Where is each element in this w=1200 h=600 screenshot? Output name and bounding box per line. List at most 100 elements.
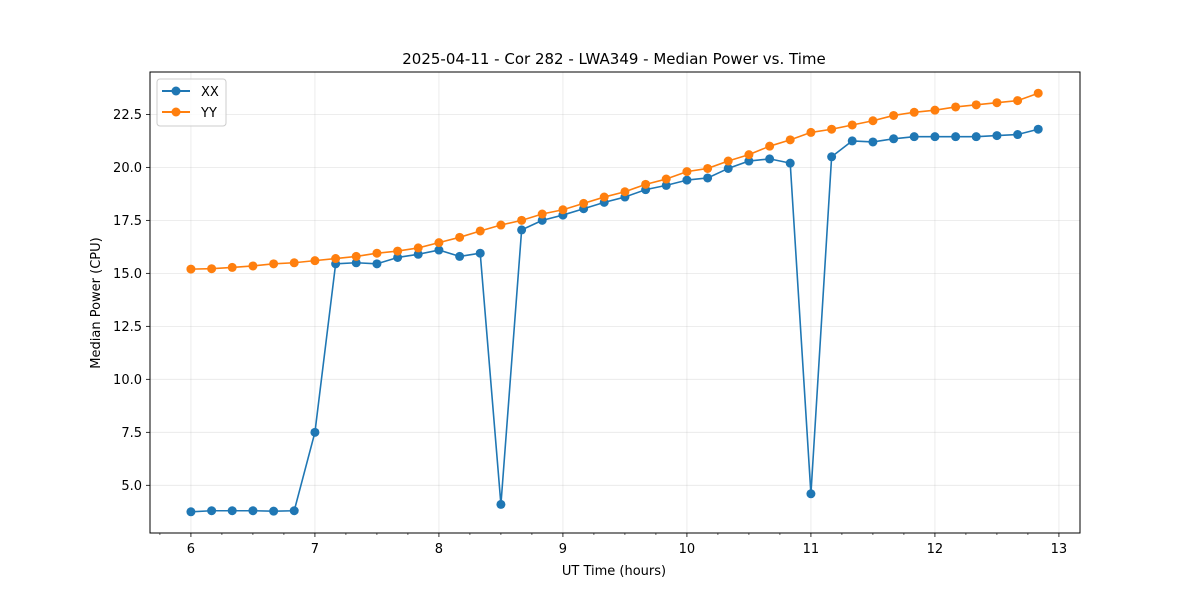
data-point-xx	[847, 136, 857, 146]
axis-ticks: 6 7 8 9 10 11 12 13 5.0 7.5 10.0 12.5 15.0 17.5 20.0 22…	[113, 108, 1067, 557]
data-point-yy	[579, 198, 589, 208]
data-point-yy	[186, 264, 196, 274]
plot-frame	[149, 71, 1081, 534]
data-point-xx	[971, 132, 981, 142]
data-point-yy	[517, 215, 527, 225]
x-tick-label: 6	[187, 542, 195, 557]
data-point-xx	[434, 245, 444, 255]
data-point-yy	[331, 254, 341, 264]
y-tick-label: 10.0	[113, 373, 142, 388]
y-tick-label: 20.0	[113, 161, 142, 176]
data-point-xx	[517, 225, 527, 235]
series-yy	[186, 88, 1043, 274]
y-axis-label: Median Power (CPU)	[89, 237, 104, 368]
data-point-xx	[889, 134, 899, 144]
data-point-xx	[765, 154, 775, 164]
data-series	[186, 88, 1043, 517]
data-point-xx	[372, 259, 382, 269]
data-point-yy	[682, 167, 692, 177]
data-point-yy	[475, 226, 485, 236]
y-tick-label: 17.5	[113, 214, 142, 229]
legend: XX YY	[156, 78, 227, 127]
data-point-yy	[992, 98, 1002, 108]
data-point-yy	[847, 120, 857, 130]
data-point-xx	[703, 173, 713, 183]
y-tick-label: 5.0	[121, 479, 142, 494]
data-point-xx	[930, 132, 940, 142]
data-point-yy	[269, 259, 279, 269]
data-point-xx	[868, 137, 878, 147]
y-tick-label: 7.5	[121, 426, 142, 441]
data-point-yy	[496, 220, 506, 230]
data-point-xx	[351, 258, 361, 268]
data-point-xx	[1013, 130, 1023, 140]
data-point-yy	[785, 135, 795, 145]
data-point-xx	[186, 507, 196, 517]
x-tick-label: 9	[559, 542, 567, 557]
data-point-yy	[434, 238, 444, 248]
data-point-yy	[661, 174, 671, 184]
data-point-xx	[248, 506, 258, 516]
y-tick-label: 15.0	[113, 267, 142, 282]
data-point-yy	[889, 110, 899, 120]
data-point-yy	[537, 209, 547, 219]
y-tick-label: 12.5	[113, 320, 142, 335]
data-point-yy	[413, 243, 423, 253]
data-point-yy	[393, 246, 403, 256]
data-point-yy	[744, 150, 754, 160]
data-point-xx	[413, 249, 423, 259]
data-point-xx	[227, 506, 237, 516]
data-point-yy	[558, 205, 568, 215]
data-point-yy	[909, 107, 919, 117]
data-point-yy	[207, 264, 217, 274]
data-point-xx	[806, 489, 816, 499]
data-point-xx	[992, 131, 1002, 141]
data-point-yy	[806, 127, 816, 137]
data-point-xx	[269, 506, 279, 516]
data-point-yy	[868, 116, 878, 126]
data-point-yy	[765, 141, 775, 151]
data-point-yy	[227, 262, 237, 272]
legend-yy-label: YY	[200, 106, 217, 121]
x-tick-label: 10	[679, 542, 696, 557]
data-point-xx	[475, 248, 485, 258]
data-point-xx	[785, 158, 795, 168]
grid-lines	[150, 72, 1080, 533]
data-point-yy	[827, 124, 837, 134]
x-tick-label: 13	[1051, 542, 1068, 557]
data-point-xx	[661, 180, 671, 190]
data-point-yy	[951, 102, 961, 112]
x-tick-label: 11	[803, 542, 820, 557]
data-point-yy	[723, 156, 733, 166]
data-point-yy	[1013, 96, 1023, 106]
data-point-yy	[1033, 88, 1043, 98]
data-point-xx	[207, 506, 217, 516]
legend-xx-marker	[171, 86, 181, 96]
data-point-xx	[455, 251, 465, 261]
data-point-yy	[310, 256, 320, 266]
data-point-yy	[930, 105, 940, 115]
data-point-xx	[723, 163, 733, 173]
data-point-xx	[310, 427, 320, 437]
x-tick-label: 7	[311, 542, 319, 557]
data-point-xx	[909, 132, 919, 142]
data-point-xx	[496, 499, 506, 509]
series-xx	[186, 124, 1043, 517]
data-point-xx	[289, 506, 299, 516]
data-point-xx	[827, 152, 837, 162]
data-point-yy	[372, 248, 382, 258]
data-point-xx	[537, 215, 547, 225]
data-point-yy	[971, 100, 981, 110]
data-point-yy	[289, 258, 299, 268]
data-point-yy	[641, 179, 651, 189]
legend-xx-label: XX	[201, 85, 219, 100]
chart-title: 2025-04-11 - Cor 282 - LWA349 - Median P…	[402, 50, 826, 68]
data-point-yy	[455, 232, 465, 242]
x-tick-label: 12	[927, 542, 944, 557]
data-point-yy	[620, 187, 630, 197]
data-point-xx	[682, 175, 692, 185]
y-tick-label: 22.5	[113, 108, 142, 123]
x-tick-label: 8	[435, 542, 443, 557]
